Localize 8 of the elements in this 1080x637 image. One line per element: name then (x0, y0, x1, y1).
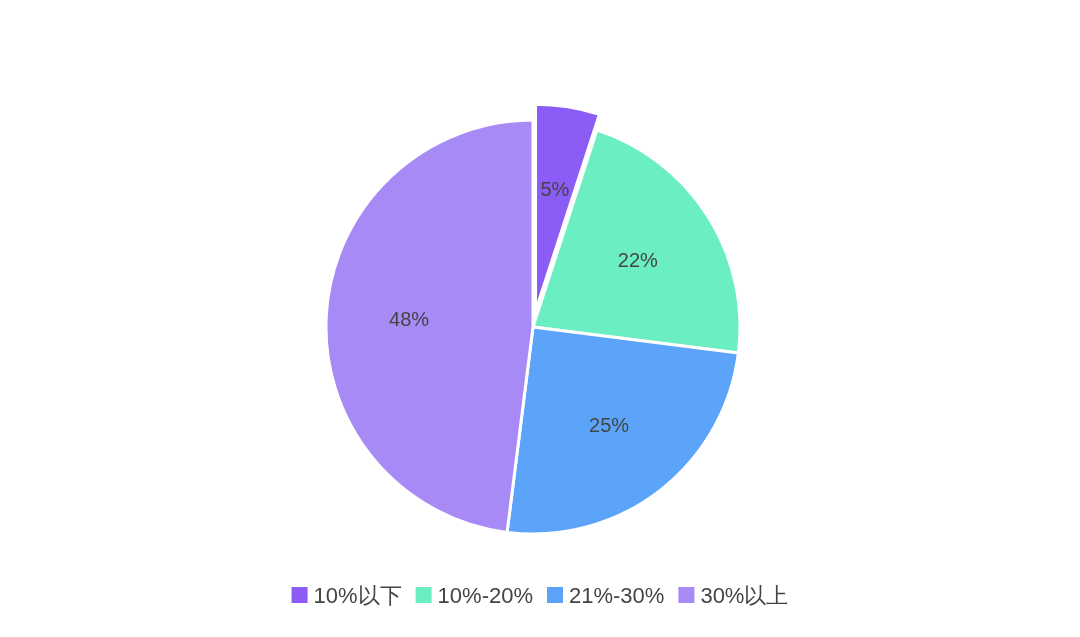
legend-label: 30%以上 (700, 582, 789, 608)
legend-label: 10%-20% (437, 582, 533, 608)
data-label: 48% (389, 308, 430, 331)
data-label: 22% (617, 249, 659, 272)
legend-label: 21%-30% (569, 582, 665, 608)
data-label: 5% (540, 177, 570, 200)
legend-label: 10%以下 (313, 582, 402, 608)
data-label: 25% (589, 414, 630, 437)
